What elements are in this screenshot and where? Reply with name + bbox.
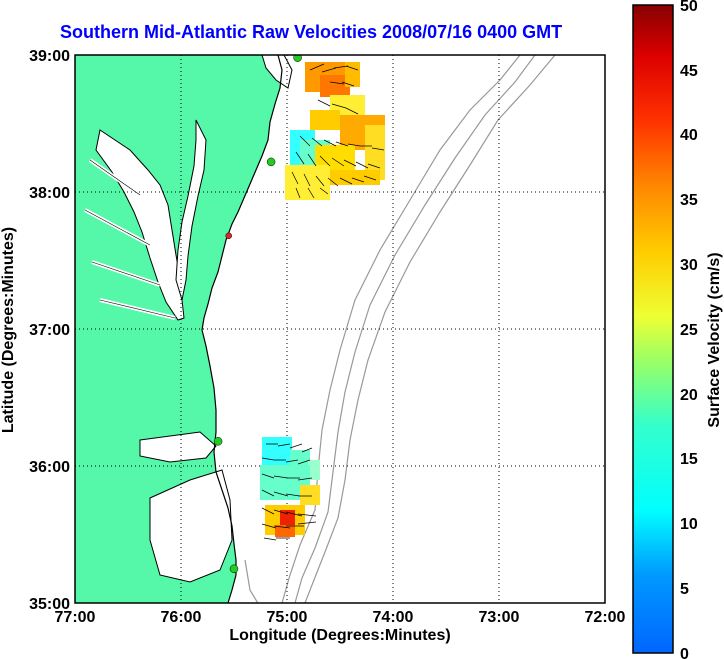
chesapeake-upper xyxy=(175,119,207,301)
x-tick-label: 74:00 xyxy=(373,609,414,626)
colorbar-scale xyxy=(632,4,674,654)
colorbar-tick: 0 xyxy=(680,646,689,659)
colorbar-tick: 50 xyxy=(680,0,698,15)
colorbar-tick: 10 xyxy=(680,516,698,533)
velocity-arrows-north xyxy=(291,63,385,199)
y-tick-label: 38:00 xyxy=(29,185,70,202)
colorbar-tick: 30 xyxy=(680,257,698,274)
y-tick-label: 35:00 xyxy=(29,596,70,613)
colorbar-tick: 25 xyxy=(680,322,698,339)
colorbar-tick: 15 xyxy=(680,451,698,468)
y-axis: 39:00 38:00 37:00 36:00 35:00 Latitude (… xyxy=(0,48,70,613)
albemarle-sound xyxy=(139,431,217,463)
y-axis-label: Latitude (Degrees:Minutes) xyxy=(0,227,17,433)
radar-station-marker xyxy=(229,564,239,574)
colorbar: 50 45 40 35 30 25 20 15 10 5 0 Surface V… xyxy=(632,0,723,659)
colorbar-tick: 35 xyxy=(680,192,698,209)
radar-station-marker xyxy=(225,232,232,240)
colorbar-label: Surface Velocity (cm/s) xyxy=(706,252,723,427)
colorbar-tick: 5 xyxy=(680,581,689,598)
x-tick-label: 73:00 xyxy=(479,609,520,626)
x-axis-label: Longitude (Degrees:Minutes) xyxy=(229,627,450,644)
x-axis: 77:00 76:00 75:00 74:00 73:00 72:00 Long… xyxy=(55,609,626,644)
velocity-field-south xyxy=(260,437,320,537)
radar-stations xyxy=(213,55,302,574)
velocity-field-north xyxy=(285,62,385,200)
x-tick-label: 76:00 xyxy=(161,609,202,626)
y-tick-label: 36:00 xyxy=(29,459,70,476)
radar-station-marker xyxy=(266,157,276,167)
velocity-arrows-south xyxy=(261,443,317,541)
x-tick-label: 72:00 xyxy=(585,609,626,626)
y-tick-label: 37:00 xyxy=(29,322,70,339)
map-title: Southern Mid-Atlantic Raw Velocities 200… xyxy=(60,22,563,42)
x-tick-label: 77:00 xyxy=(55,609,96,626)
radar-station-marker xyxy=(293,55,302,62)
colorbar-tick: 40 xyxy=(680,127,698,144)
x-tick-label: 75:00 xyxy=(267,609,308,626)
pamlico-sound xyxy=(149,469,233,583)
radar-station-marker xyxy=(213,437,223,446)
colorbar-tick: 45 xyxy=(680,63,698,80)
delaware-bay xyxy=(261,55,293,89)
coastline xyxy=(201,55,283,603)
y-tick-label: 39:00 xyxy=(29,48,70,65)
colorbar-tick: 20 xyxy=(680,387,698,404)
plot-border xyxy=(74,54,606,604)
